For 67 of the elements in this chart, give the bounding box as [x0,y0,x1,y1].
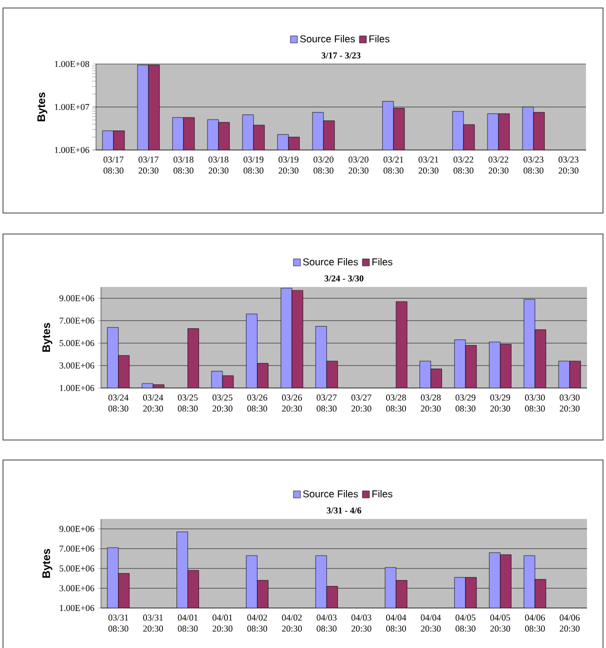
x-tick-label: 04/02 20:30 [282,614,302,632]
x-tick-label: 04/05 20:30 [490,614,510,632]
y-tick-label: 1.00E+07 [54,104,90,110]
legend-label: Source Files [303,490,358,498]
x-tick-label: 03/30 20:30 [560,394,580,412]
chart-title: 3/31 - 4/6 [326,507,362,514]
x-tick-label: 04/03 20:30 [351,614,372,632]
x-tick-label: 04/04 08:30 [386,614,406,632]
legend-label: Files [369,35,390,42]
x-tick-label: 03/24 08:30 [108,394,128,412]
x-tick-label: 03/31 08:30 [108,614,128,632]
x-tick-label: 04/01 08:30 [178,614,198,632]
x-tick-label: 03/27 20:30 [351,394,372,412]
y-tick-label: 9.00E+06 [59,526,94,532]
chart-title: 3/17 - 3/23 [322,52,360,58]
x-tick-label: 04/02 08:30 [247,614,268,632]
y-tick-label: 9.00E+06 [59,295,94,302]
x-tick-label: 04/06 08:30 [525,614,545,632]
chart-title: 3/24 - 3/30 [324,275,364,282]
x-tick-label: 03/22 08:30 [454,156,474,174]
x-tick-label: 04/05 08:30 [456,614,476,632]
y-tick-label: 1.00E+08 [54,60,90,68]
legend-label: Source Files [303,258,358,266]
x-tick-label: 03/21 08:30 [384,156,404,174]
x-tick-label: 03/23 08:30 [524,156,544,174]
x-tick-label: 03/29 20:30 [490,394,510,412]
y-tick-label: 3.00E+06 [60,585,94,592]
y-axis-title: Bytes [37,92,48,122]
y-axis-title: Bytes [42,548,52,578]
x-tick-label: 03/27 08:30 [316,394,337,412]
x-tick-label: 03/28 08:30 [386,394,406,412]
x-tick-label: 03/28 20:30 [420,394,441,412]
x-tick-label: 03/26 20:30 [282,394,302,412]
x-tick-label: 03/30 08:30 [525,394,545,412]
x-tick-label: 03/21 20:30 [418,156,438,174]
x-tick-label: 03/31 20:30 [143,614,163,632]
x-tick-label: 03/17 08:30 [104,156,124,174]
y-tick-label: 5.00E+06 [60,565,94,572]
y-tick-label: 3.00E+06 [60,362,94,369]
x-tick-label: 03/19 08:30 [244,156,264,174]
x-tick-label: 03/18 08:30 [174,156,194,174]
x-tick-label: 03/18 20:30 [208,156,228,174]
x-tick-label: 03/25 08:30 [178,394,198,412]
y-tick-label: 1.00E+06 [54,146,90,154]
y-tick-label: 7.00E+06 [60,546,94,552]
x-tick-label: 04/01 20:30 [212,614,232,632]
x-tick-label: 03/23 20:30 [558,156,578,174]
x-tick-label: 04/03 08:30 [316,614,337,632]
x-tick-label: 03/29 08:30 [456,394,476,412]
legend-label: Source Files [300,35,355,42]
legend-label: Files [372,258,392,266]
y-tick-label: 1.00E+06 [60,604,94,612]
legend-label: Files [372,490,392,498]
x-tick-label: 03/25 20:30 [212,394,232,412]
x-tick-label: 03/17 20:30 [138,156,158,174]
y-axis-title: Bytes [42,322,52,352]
x-tick-label: 03/19 20:30 [278,156,298,174]
x-tick-label: 03/20 20:30 [348,156,368,174]
x-tick-label: 03/22 20:30 [488,156,508,174]
x-tick-label: 03/26 08:30 [247,394,268,412]
x-tick-label: 03/20 08:30 [314,156,334,174]
x-tick-label: 04/06 20:30 [560,614,580,632]
x-tick-label: 04/04 20:30 [420,614,441,632]
x-tick-label: 03/24 20:30 [143,394,164,412]
y-tick-label: 1.00E+06 [60,384,94,392]
y-tick-label: 5.00E+06 [60,340,94,346]
y-tick-label: 7.00E+06 [60,318,94,324]
